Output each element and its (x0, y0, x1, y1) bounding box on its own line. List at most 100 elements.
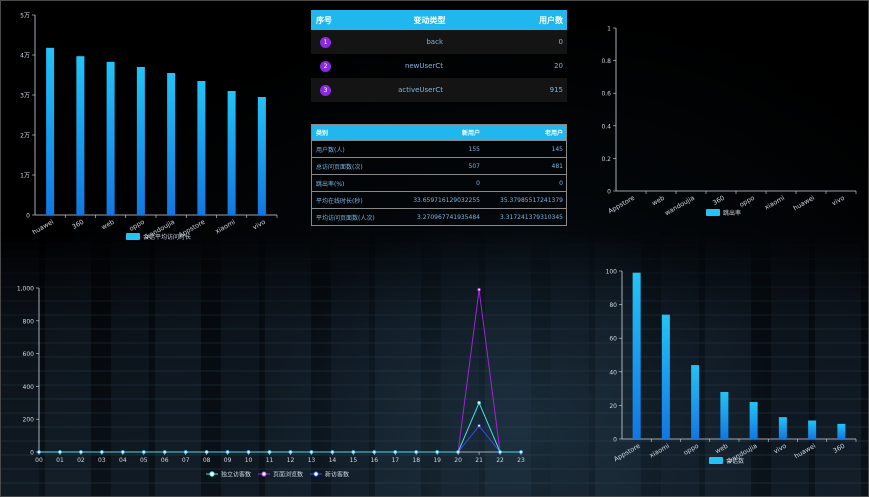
y-tick-label: 0.2 (601, 156, 611, 163)
x-tick-label: 09 (224, 457, 232, 464)
stat-old: 481 (551, 162, 563, 170)
bar (632, 272, 641, 439)
bar (837, 423, 846, 439)
x-tick-label: 18 (412, 457, 420, 464)
table-row[interactable]: 跳出率(%) 0 0 (312, 174, 566, 191)
header-new-user: 新用户 (461, 130, 480, 137)
series-point (330, 450, 335, 454)
bar (257, 97, 266, 215)
y-tick-label: 1 (607, 26, 611, 33)
bar (76, 56, 85, 216)
x-tick-label: web (100, 218, 116, 232)
x-tick-label: 23 (517, 457, 525, 464)
stat-category: 跳出率(%) (316, 180, 345, 188)
x-tick-label: oppo (128, 218, 146, 233)
series-point (267, 450, 272, 454)
stat-new: 155 (468, 145, 480, 153)
x-tick-label: 05 (140, 457, 148, 464)
x-tick-label: web (714, 442, 730, 456)
bar (720, 391, 729, 439)
table-row[interactable]: 用户数(人) 155 145 (312, 140, 566, 157)
series-point (372, 450, 377, 454)
y-tick-label: 100 (606, 269, 618, 276)
legend-label: 会话数 (726, 457, 744, 465)
legend-swatch (709, 457, 723, 464)
y-tick-label: 0.4 (601, 123, 611, 130)
x-tick-label: huawei (792, 194, 816, 213)
table-row[interactable]: 3 activeUserCt 915 (311, 78, 567, 102)
series-point (498, 450, 502, 454)
legend-label: 会话平均访问时长 (143, 233, 191, 241)
legend-marker (313, 471, 319, 477)
x-tick-label: vivo (772, 442, 788, 456)
bar (46, 47, 55, 215)
bar (691, 365, 700, 439)
x-tick-label: 11 (266, 457, 274, 464)
bar (661, 314, 670, 439)
series-point (58, 450, 62, 454)
x-tick-label: wandoujia (663, 194, 696, 218)
y-tick-label: 80 (609, 302, 617, 309)
series-point (204, 450, 209, 454)
x-tick-label: 19 (433, 457, 441, 464)
table-row[interactable]: 2 newUserCt 20 (311, 54, 567, 78)
x-tick-label: 22 (496, 457, 504, 464)
stat-category: 总访问页面数(次) (316, 163, 363, 171)
x-tick-label: oppo (738, 194, 756, 209)
series-point (225, 450, 230, 454)
stat-old: 35.37985517241379 (500, 196, 563, 204)
y-tick-label: 5万 (20, 13, 30, 20)
y-tick-label: 600 (23, 351, 35, 358)
series-point (37, 450, 41, 454)
legend-swatch (126, 233, 140, 240)
y-tick-label: 20 (609, 403, 617, 410)
series-point (309, 450, 314, 454)
x-tick-label: 02 (77, 457, 85, 464)
legend-label: 新访客数 (325, 471, 349, 479)
series-point (477, 287, 481, 292)
series-point (79, 450, 83, 454)
x-tick-label: 15 (350, 457, 358, 464)
legend-swatch (706, 209, 720, 216)
series-point (121, 450, 125, 454)
table-row[interactable]: 1 back 0 (311, 30, 567, 54)
x-tick-label: 12 (287, 457, 295, 464)
series-point (414, 450, 419, 454)
user-count: 915 (549, 86, 563, 94)
change-type: newUserCt (404, 62, 443, 70)
x-tick-label: 360 (71, 218, 86, 231)
x-tick-label: vivo (830, 194, 846, 208)
table-row[interactable]: 平均访问页面数(人次) 3.270967741935484 3.31724137… (312, 208, 566, 225)
series-point (456, 450, 460, 454)
change-type: activeUserCt (398, 86, 443, 94)
stat-new: 3.270967741935484 (417, 213, 480, 221)
legend-marker (209, 471, 215, 477)
y-tick-label: 4万 (20, 53, 30, 60)
series-point (351, 450, 356, 454)
x-tick-label: web (650, 194, 666, 208)
bar (167, 73, 176, 215)
legend-label: 页面浏览数 (273, 471, 303, 479)
series-point (162, 450, 167, 454)
legend-label: 跳出率 (723, 209, 741, 217)
x-tick-label: 07 (182, 457, 190, 464)
x-tick-label: huawei (793, 442, 817, 461)
rank-badge: 1 (320, 36, 331, 48)
stat-old: 0 (559, 179, 563, 187)
y-tick-label: 0 (26, 213, 30, 220)
series-line (39, 424, 521, 453)
stat-category: 平均访问页面数(人次) (316, 214, 375, 222)
x-tick-label: 00 (35, 457, 43, 464)
y-tick-label: 40 (609, 369, 617, 376)
bar (808, 420, 817, 439)
table-row[interactable]: 平均在线时长(秒) 33.659716129032255 35.37985517… (312, 191, 566, 208)
series-point (393, 450, 398, 454)
stat-old: 145 (551, 145, 563, 153)
table-row[interactable]: 总访问页面数(次) 507 481 (312, 157, 566, 174)
header-category: 类别 (316, 130, 329, 137)
series-point (183, 450, 188, 454)
header-index: 序号 (316, 15, 332, 25)
